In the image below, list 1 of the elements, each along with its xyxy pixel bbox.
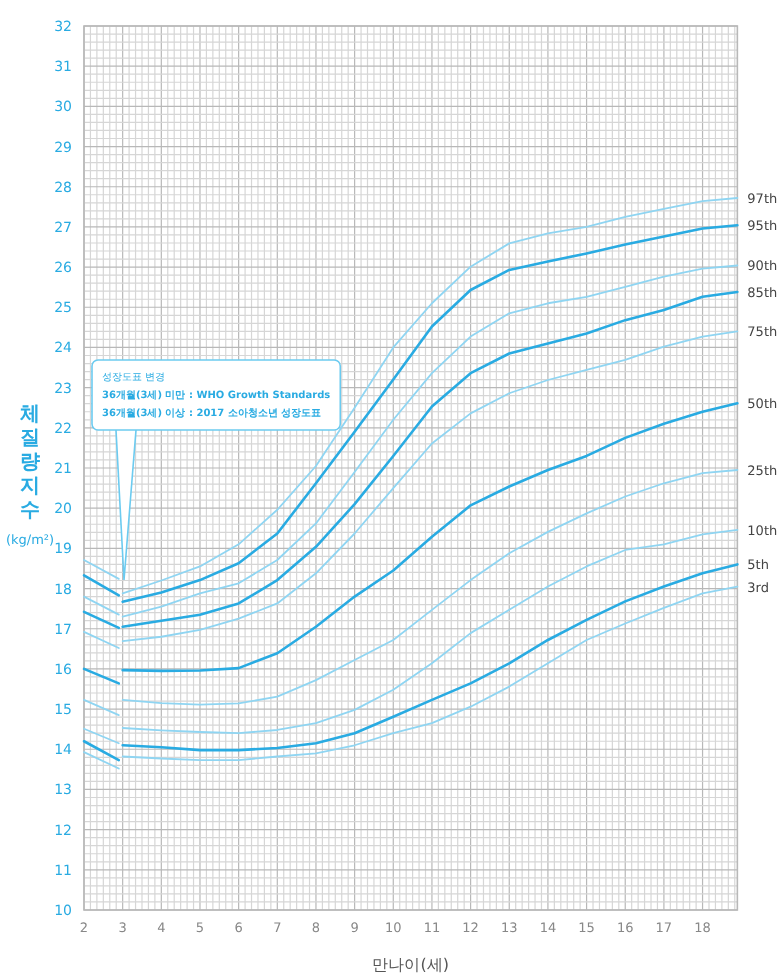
x-axis-title: 만나이(세) — [372, 956, 449, 974]
